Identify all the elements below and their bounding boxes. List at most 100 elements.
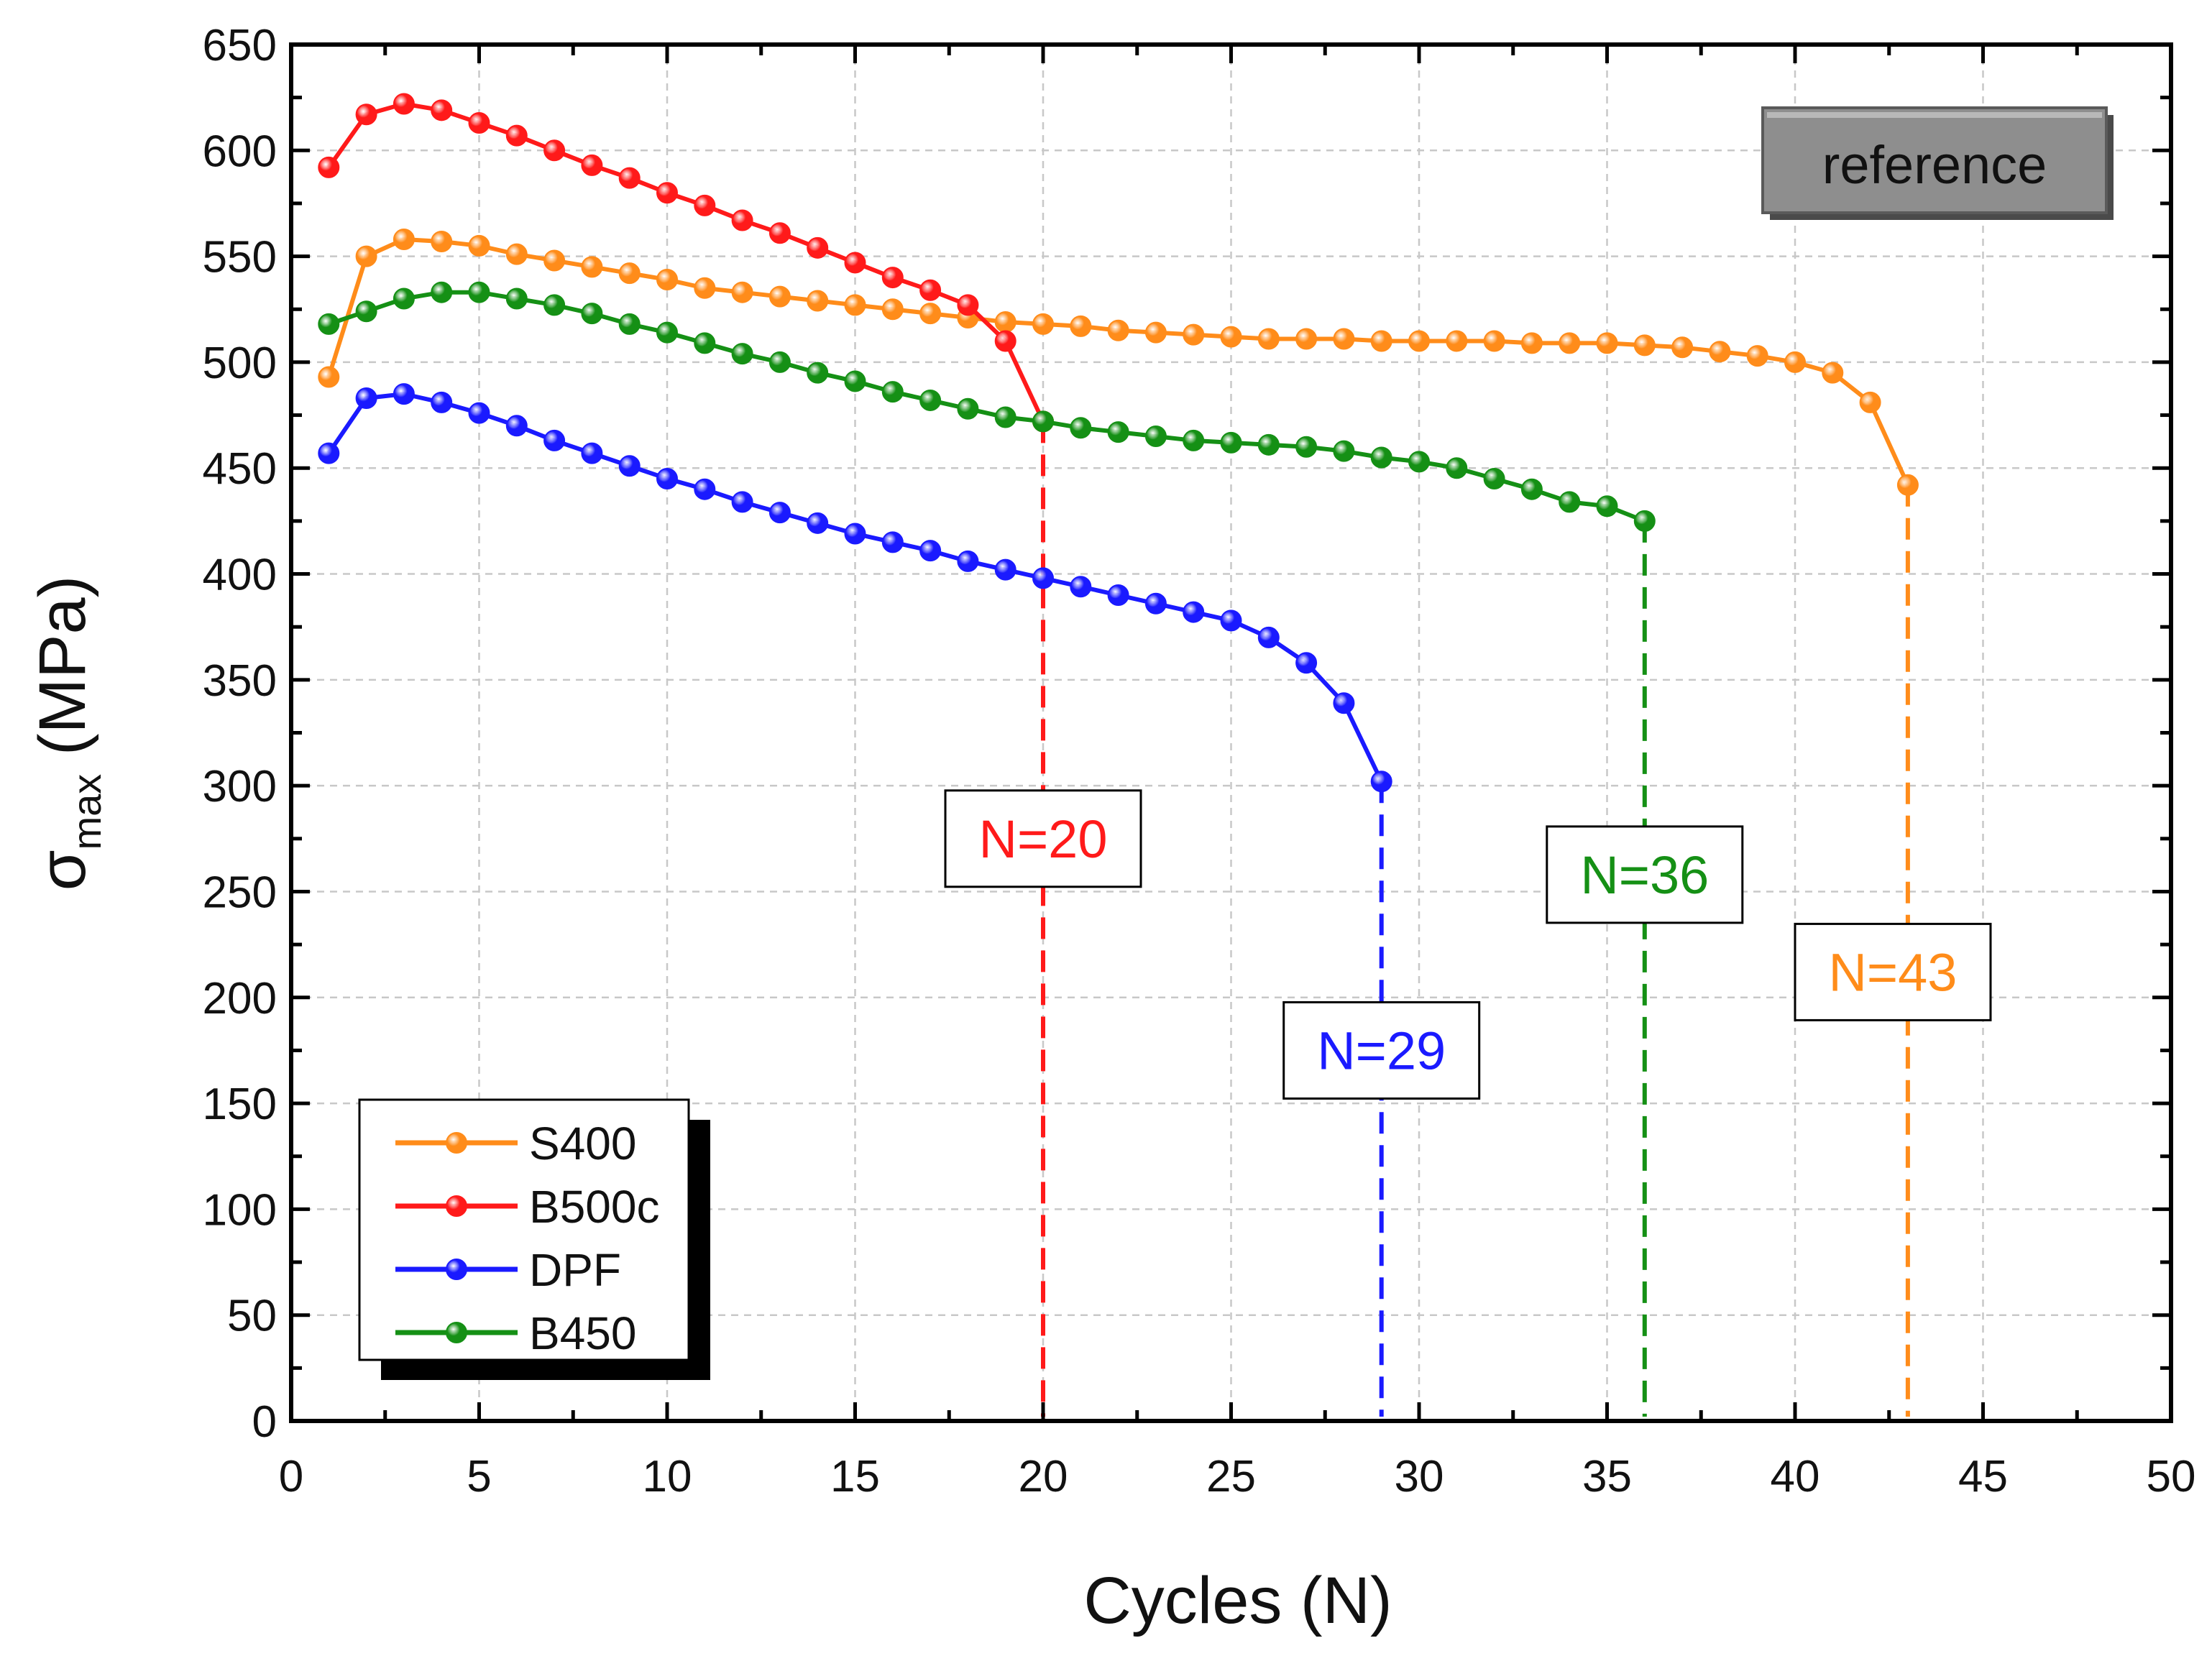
legend-marker bbox=[446, 1259, 467, 1280]
data-point-dpf bbox=[768, 502, 791, 524]
data-point-b500c bbox=[694, 194, 716, 216]
series-b500c bbox=[318, 93, 1054, 433]
legend-label: S400 bbox=[529, 1118, 636, 1169]
data-point-b450 bbox=[1107, 421, 1129, 443]
legend-item-b450: B450 bbox=[395, 1307, 636, 1359]
data-point-b450 bbox=[431, 281, 453, 303]
y-axis-title-symbol: σ bbox=[26, 850, 99, 891]
data-point-b500c bbox=[318, 156, 340, 178]
data-point-s400 bbox=[731, 281, 753, 303]
data-point-s400 bbox=[1295, 328, 1318, 350]
legend: S400 B500c DPF B450 bbox=[358, 1098, 710, 1380]
annotation-label: N=29 bbox=[1317, 1021, 1446, 1080]
data-point-s400 bbox=[1257, 328, 1280, 350]
x-tick-label: 35 bbox=[1582, 1452, 1632, 1501]
data-point-b450 bbox=[1257, 433, 1280, 456]
series-line-b500c bbox=[326, 101, 1045, 423]
annotation-box bbox=[1546, 825, 1744, 924]
failure-lines bbox=[1041, 421, 1910, 1417]
data-point-s400 bbox=[1107, 319, 1129, 341]
annotation-box bbox=[1282, 1000, 1481, 1100]
legend-items: S400 B500c DPF B450 bbox=[395, 1118, 659, 1359]
data-point-b500c bbox=[468, 112, 490, 134]
data-point-dpf bbox=[355, 387, 377, 410]
x-tick-label: 45 bbox=[1958, 1452, 2008, 1501]
legend-marker bbox=[446, 1132, 467, 1154]
data-point-s400 bbox=[1070, 315, 1092, 337]
y-tick-label: 200 bbox=[203, 974, 277, 1024]
data-point-b500c bbox=[431, 99, 453, 121]
data-point-b450 bbox=[1295, 436, 1318, 458]
data-point-dpf bbox=[881, 531, 904, 553]
data-point-b450 bbox=[618, 313, 641, 335]
data-point-b500c bbox=[393, 93, 415, 115]
data-point-b450 bbox=[1070, 417, 1092, 439]
annotation-label: N=36 bbox=[1580, 845, 1709, 905]
data-point-s400 bbox=[1596, 332, 1618, 354]
annotation-box bbox=[944, 789, 1142, 888]
data-point-dpf bbox=[694, 478, 716, 500]
data-point-b500c bbox=[581, 154, 603, 176]
data-point-s400 bbox=[919, 303, 942, 325]
annotation-label: N=20 bbox=[979, 809, 1108, 869]
data-point-dpf bbox=[1333, 692, 1355, 714]
data-point-b450 bbox=[731, 343, 753, 365]
tick-labels: 0 5 10 15 20 25 30 35 40 45 5005010015020025030035… bbox=[203, 21, 2196, 1501]
data-point-s400 bbox=[468, 234, 490, 257]
data-point-s400 bbox=[1559, 332, 1581, 354]
data-point-b500c bbox=[807, 236, 829, 259]
data-point-s400 bbox=[1408, 330, 1430, 352]
data-point-s400 bbox=[807, 290, 829, 312]
data-point-dpf bbox=[431, 391, 453, 413]
series-dpf bbox=[318, 383, 1392, 793]
data-point-b450 bbox=[1408, 451, 1430, 473]
data-point-dpf bbox=[1295, 652, 1318, 674]
data-point-b450 bbox=[393, 288, 415, 310]
data-point-s400 bbox=[881, 298, 904, 321]
data-point-dpf bbox=[1370, 770, 1392, 793]
legend-marker bbox=[446, 1195, 467, 1217]
data-point-s400 bbox=[1671, 336, 1694, 359]
data-point-b450 bbox=[581, 303, 603, 325]
data-point-s400 bbox=[1032, 313, 1054, 335]
x-tick-label: 5 bbox=[467, 1452, 491, 1501]
data-point-s400 bbox=[1896, 474, 1919, 496]
y-tick-label: 650 bbox=[203, 21, 277, 70]
data-point-b450 bbox=[881, 381, 904, 403]
data-point-dpf bbox=[957, 550, 979, 572]
x-axis-title: Cycles (N) bbox=[1083, 1564, 1392, 1637]
y-tick-label: 100 bbox=[203, 1185, 277, 1235]
data-point-s400 bbox=[656, 269, 678, 291]
y-axis-title-unit: (MPa) bbox=[26, 576, 99, 774]
data-point-dpf bbox=[1032, 567, 1054, 589]
data-point-b500c bbox=[505, 124, 528, 147]
legend-label: B450 bbox=[529, 1307, 636, 1359]
y-tick-label: 0 bbox=[252, 1397, 277, 1447]
data-point-dpf bbox=[505, 415, 528, 437]
data-point-b450 bbox=[1520, 478, 1543, 500]
data-point-b450 bbox=[807, 362, 829, 384]
data-point-dpf bbox=[393, 383, 415, 405]
legend-label: B500c bbox=[529, 1181, 659, 1233]
data-point-b450 bbox=[318, 313, 340, 335]
data-point-b500c bbox=[768, 222, 791, 244]
data-point-dpf bbox=[1183, 601, 1205, 623]
y-tick-label: 450 bbox=[203, 444, 277, 494]
data-point-s400 bbox=[1483, 330, 1505, 352]
data-point-b500c bbox=[731, 209, 753, 231]
data-point-s400 bbox=[1859, 391, 1881, 413]
data-point-s400 bbox=[1746, 345, 1768, 367]
data-point-b450 bbox=[505, 288, 528, 310]
data-point-s400 bbox=[1144, 321, 1167, 344]
data-point-dpf bbox=[844, 523, 866, 545]
data-point-s400 bbox=[1183, 323, 1205, 346]
data-point-b500c bbox=[994, 330, 1016, 352]
data-point-s400 bbox=[694, 277, 716, 299]
data-point-b500c bbox=[656, 182, 678, 204]
legend-item-b500c: B500c bbox=[395, 1181, 659, 1233]
y-tick-label: 350 bbox=[203, 656, 277, 706]
data-point-s400 bbox=[355, 245, 377, 267]
data-point-b500c bbox=[957, 294, 979, 316]
ticks bbox=[289, 42, 2173, 1423]
y-tick-label: 550 bbox=[203, 233, 277, 282]
